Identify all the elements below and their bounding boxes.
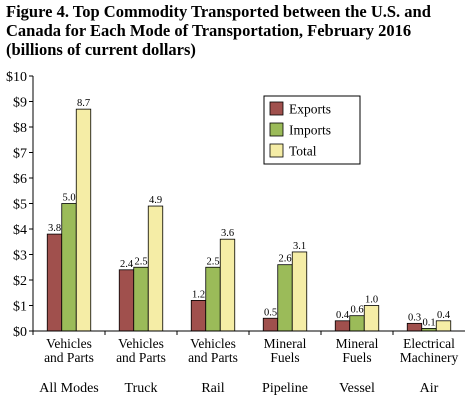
chart-title: Figure 4. Top Commodity Transported betw… xyxy=(6,2,472,59)
y-tick-label: $9 xyxy=(13,96,27,111)
legend-label: Exports xyxy=(289,102,331,117)
x-tick-label: and Parts xyxy=(188,350,238,365)
bar-total xyxy=(75,108,92,332)
data-label: 1.2 xyxy=(192,289,205,300)
y-tick-label: $5 xyxy=(13,198,27,213)
y-tick-label: $0 xyxy=(13,325,27,340)
data-label: 8.7 xyxy=(77,98,90,109)
x-tick-label: and Parts xyxy=(116,350,166,365)
x-tick-label: and Parts xyxy=(44,350,94,365)
data-label: 0.1 xyxy=(422,317,435,328)
legend-swatch xyxy=(269,143,284,158)
x-tick-label: Fuels xyxy=(342,350,371,365)
legend-swatch xyxy=(269,101,284,116)
legend-label: Total xyxy=(289,144,317,159)
bar-imports xyxy=(349,315,365,332)
bar-total xyxy=(291,251,308,332)
bar-total xyxy=(147,205,164,332)
data-label: 0.5 xyxy=(264,307,277,318)
mode-label: Air xyxy=(420,381,439,396)
bar-exports xyxy=(262,317,279,332)
bar-exports xyxy=(334,320,351,332)
data-label: 2.5 xyxy=(206,256,219,267)
x-tick-label: Mineral xyxy=(336,336,379,351)
bar-imports xyxy=(133,266,149,332)
data-label: 1.0 xyxy=(365,295,378,306)
data-label: 2.5 xyxy=(134,256,147,267)
data-label: 4.9 xyxy=(149,195,162,206)
data-label: 0.3 xyxy=(408,312,421,323)
bar-exports xyxy=(118,269,135,332)
data-label: 0.6 xyxy=(350,305,363,316)
mode-label: Pipeline xyxy=(262,381,308,396)
y-tick-label: $6 xyxy=(13,172,27,187)
mode-label: All Modes xyxy=(39,381,99,396)
x-tick-label: Vehicles xyxy=(46,336,92,351)
data-label: 3.6 xyxy=(221,228,234,239)
y-tick-label: $4 xyxy=(13,223,27,238)
y-tick-label: $2 xyxy=(13,274,27,289)
bar-imports xyxy=(277,264,293,332)
x-tick-label: Machinery xyxy=(400,350,459,365)
y-tick-label: $8 xyxy=(13,121,27,136)
data-label: 2.6 xyxy=(278,254,291,265)
bar-imports xyxy=(61,203,77,332)
bar-total xyxy=(219,238,236,332)
data-label: 5.0 xyxy=(62,193,75,204)
data-label: 3.1 xyxy=(293,241,306,252)
chart-title-line: (billions of current dollars) xyxy=(6,40,196,59)
bar-total xyxy=(363,305,380,332)
bar-exports xyxy=(406,322,423,332)
mode-label: Rail xyxy=(201,381,224,396)
bar-total xyxy=(435,320,452,332)
mode-label: Truck xyxy=(125,381,158,396)
mode-label: Vessel xyxy=(339,381,375,396)
x-tick-label: Electrical xyxy=(403,336,455,351)
y-tick-label: $7 xyxy=(13,147,27,162)
chart-title-line: Canada for Each Mode of Transportation, … xyxy=(6,21,412,40)
x-tick-label: Vehicles xyxy=(118,336,164,351)
x-tick-label: Fuels xyxy=(270,350,299,365)
y-tick-label: $3 xyxy=(13,249,27,264)
y-tick-label: $10 xyxy=(6,70,27,85)
data-label: 3.8 xyxy=(48,223,61,234)
legend-label: Imports xyxy=(289,123,331,138)
bar-imports xyxy=(205,266,221,332)
x-tick-label: Mineral xyxy=(264,336,307,351)
chart-title-line: Figure 4. Top Commodity Transported betw… xyxy=(6,2,431,21)
data-label: 0.4 xyxy=(437,310,451,321)
legend-swatch xyxy=(269,122,284,137)
bar-exports xyxy=(190,299,207,332)
x-tick-label: Vehicles xyxy=(190,336,236,351)
bar-exports xyxy=(46,233,63,332)
data-label: 2.4 xyxy=(120,259,134,270)
y-tick-label: $1 xyxy=(13,300,27,315)
data-label: 0.4 xyxy=(336,310,350,321)
